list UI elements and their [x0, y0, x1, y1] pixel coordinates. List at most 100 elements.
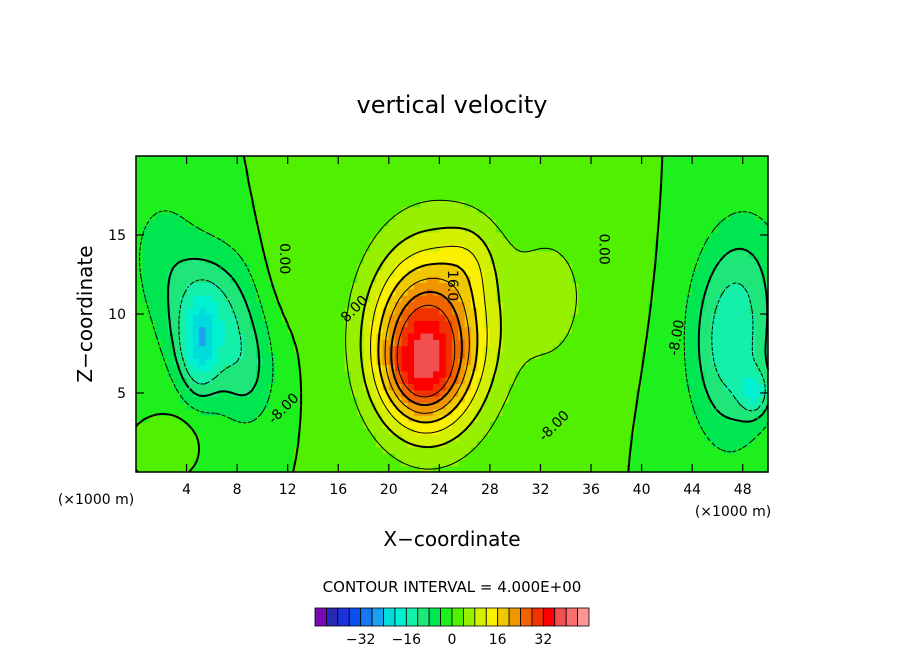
heatmap-cell — [357, 263, 365, 271]
heatmap-cell — [470, 421, 478, 429]
heatmap-cell — [565, 446, 573, 454]
heatmap-cell — [591, 427, 598, 435]
heatmap-cell — [420, 206, 428, 214]
heatmap-cell — [161, 465, 169, 473]
heatmap-cell — [704, 434, 712, 441]
heatmap-cell — [407, 238, 415, 246]
heatmap-cell — [382, 225, 390, 233]
heatmap-cell — [306, 339, 314, 347]
heatmap-cell — [679, 206, 687, 214]
heatmap-cell — [445, 238, 453, 246]
heatmap-cell — [679, 257, 687, 265]
heatmap-cell — [458, 314, 466, 321]
heatmap-cell — [142, 345, 150, 353]
heatmap-cell — [616, 396, 624, 404]
heatmap-cell — [591, 276, 598, 283]
heatmap-cell — [470, 225, 478, 233]
heatmap-cell — [287, 332, 295, 340]
heatmap-cell — [730, 440, 737, 448]
heatmap-cell — [218, 339, 226, 347]
heatmap-cell — [211, 370, 219, 378]
heatmap-cell — [641, 263, 649, 271]
heatmap-cell — [211, 332, 219, 340]
heatmap-cell — [357, 415, 365, 423]
heatmap-cell — [281, 206, 289, 214]
heatmap-cell — [685, 187, 693, 195]
heatmap-cell — [407, 162, 415, 170]
heatmap-cell — [692, 200, 700, 208]
heatmap-cell — [508, 440, 516, 448]
heatmap-cell — [173, 244, 181, 252]
heatmap-cell — [477, 295, 485, 302]
heatmap-cell — [167, 238, 175, 246]
heatmap-cell — [180, 276, 188, 283]
heatmap-cell — [224, 250, 232, 258]
heatmap-cell — [199, 269, 207, 277]
heatmap-cell — [603, 295, 611, 302]
heatmap-cell — [647, 193, 655, 201]
heatmap-cell — [256, 415, 263, 423]
heatmap-cell — [344, 396, 352, 404]
heatmap-cell — [439, 339, 447, 347]
heatmap-cell — [433, 257, 440, 265]
heatmap-cell — [319, 187, 327, 195]
heatmap-cell — [192, 181, 200, 189]
heatmap-cell — [376, 200, 384, 208]
heatmap-cell — [414, 396, 421, 404]
heatmap-cell — [527, 402, 535, 410]
heatmap-cell — [376, 427, 384, 435]
heatmap-cell — [388, 250, 396, 258]
heatmap-cell — [281, 231, 289, 239]
heatmap-cell — [458, 453, 466, 460]
heatmap-cell — [262, 408, 270, 416]
heatmap-cell — [275, 459, 282, 467]
heatmap-cell — [628, 307, 636, 315]
heatmap-cell — [420, 174, 428, 182]
heatmap-cell — [173, 288, 181, 296]
heatmap-cell — [414, 282, 421, 290]
heatmap-cell — [647, 225, 655, 233]
heatmap-cell — [546, 345, 554, 353]
heatmap-cell — [173, 396, 181, 404]
heatmap-cell — [357, 168, 365, 176]
heatmap-cell — [622, 358, 630, 366]
heatmap-cell — [521, 434, 529, 441]
heatmap-cell — [502, 238, 510, 246]
heatmap-cell — [357, 276, 365, 283]
heatmap-cell — [540, 339, 548, 347]
heatmap-cell — [685, 156, 693, 163]
heatmap-cell — [445, 244, 453, 252]
heatmap-cell — [610, 200, 617, 208]
heatmap-cell — [717, 276, 725, 283]
heatmap-cell — [452, 263, 459, 271]
heatmap-cell — [243, 377, 251, 385]
heatmap-cell — [439, 282, 447, 290]
heatmap-cell — [458, 307, 466, 315]
heatmap-cell — [173, 263, 181, 271]
heatmap-cell — [211, 364, 219, 372]
heatmap-cell — [300, 181, 308, 189]
heatmap-cell — [357, 231, 365, 239]
heatmap-cell — [540, 332, 548, 340]
heatmap-cell — [205, 282, 213, 290]
heatmap-cell — [211, 408, 219, 416]
heatmap-cell — [350, 219, 358, 227]
heatmap-cell — [761, 307, 769, 315]
heatmap-cell — [489, 345, 497, 353]
heatmap-cell — [559, 168, 567, 176]
heatmap-cell — [148, 358, 156, 366]
heatmap-cell — [515, 257, 523, 265]
heatmap-cell — [527, 174, 535, 182]
heatmap-cell — [496, 434, 504, 441]
heatmap-cell — [647, 282, 655, 290]
heatmap-cell — [742, 168, 750, 176]
heatmap-cell — [445, 465, 453, 473]
heatmap-cell — [338, 427, 346, 435]
heatmap-cell — [470, 326, 478, 334]
heatmap-cell — [597, 244, 605, 252]
heatmap-cell — [723, 263, 731, 271]
heatmap-cell — [256, 370, 263, 378]
heatmap-cell — [692, 389, 700, 397]
heatmap-cell — [350, 408, 358, 416]
heatmap-cell — [711, 383, 719, 391]
